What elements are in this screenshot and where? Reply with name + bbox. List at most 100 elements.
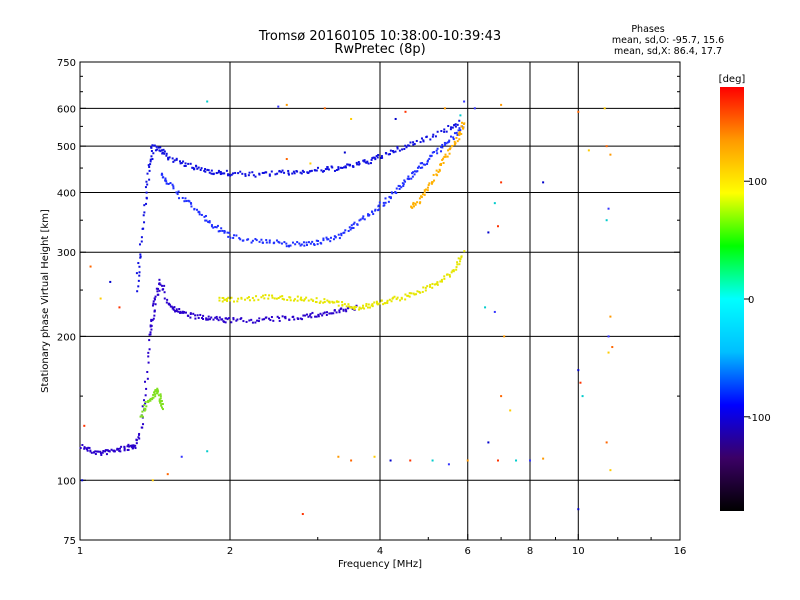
data-point bbox=[167, 156, 170, 159]
data-point bbox=[323, 298, 326, 301]
data-point bbox=[309, 313, 312, 316]
data-point bbox=[447, 463, 450, 466]
data-point bbox=[303, 298, 306, 301]
data-point bbox=[215, 171, 218, 174]
data-point bbox=[587, 149, 590, 152]
data-point bbox=[154, 295, 157, 298]
data-point bbox=[166, 473, 169, 476]
data-point bbox=[94, 450, 97, 453]
data-point bbox=[258, 240, 261, 243]
data-point bbox=[362, 304, 365, 307]
plot-area: 1 2 4 6 8 10 16 75 100 200 300 400 500 600 750 bbox=[57, 58, 686, 557]
data-point bbox=[456, 263, 459, 266]
data-point bbox=[288, 318, 291, 321]
data-point bbox=[293, 298, 296, 301]
data-point bbox=[337, 455, 340, 458]
data-point bbox=[440, 278, 443, 281]
data-point bbox=[160, 404, 163, 407]
data-point bbox=[398, 185, 401, 188]
data-point bbox=[267, 297, 270, 300]
data-point bbox=[396, 147, 399, 150]
data-point bbox=[298, 242, 301, 245]
data-point bbox=[126, 445, 129, 448]
data-point bbox=[322, 239, 325, 242]
data-point bbox=[289, 296, 292, 299]
data-point bbox=[452, 269, 455, 272]
data-point bbox=[258, 317, 261, 320]
data-point bbox=[97, 450, 100, 453]
colorbar-ticks: 100 0 -100 bbox=[744, 177, 771, 424]
chart-title: Tromsø 20160105 10:38:00-10:39:43 bbox=[258, 29, 501, 44]
data-point bbox=[173, 159, 176, 162]
data-point bbox=[165, 154, 168, 157]
data-point bbox=[381, 156, 384, 159]
data-point bbox=[189, 316, 192, 319]
data-point bbox=[283, 298, 286, 301]
data-point bbox=[254, 237, 257, 240]
data-point bbox=[375, 300, 378, 303]
data-point bbox=[364, 161, 367, 164]
data-point bbox=[137, 436, 140, 439]
data-point bbox=[394, 150, 397, 153]
data-point bbox=[205, 219, 208, 222]
data-point bbox=[333, 309, 336, 312]
data-point bbox=[146, 377, 149, 380]
data-point bbox=[144, 186, 147, 189]
data-point bbox=[270, 170, 273, 173]
data-point bbox=[196, 167, 199, 170]
data-point bbox=[411, 175, 414, 178]
data-point bbox=[326, 311, 329, 314]
data-point bbox=[421, 162, 424, 165]
data-point bbox=[287, 173, 290, 176]
data-point bbox=[159, 395, 162, 398]
data-point bbox=[398, 187, 401, 190]
data-point bbox=[117, 448, 120, 451]
data-point bbox=[581, 395, 584, 398]
data-point bbox=[322, 312, 325, 315]
data-point bbox=[208, 221, 211, 224]
data-point bbox=[377, 208, 380, 211]
data-point bbox=[445, 130, 448, 133]
data-point bbox=[181, 310, 184, 313]
data-point bbox=[449, 128, 452, 131]
data-point bbox=[232, 236, 235, 239]
data-point bbox=[448, 140, 451, 143]
data-point bbox=[363, 218, 366, 221]
data-point bbox=[322, 237, 325, 240]
data-point bbox=[302, 299, 305, 302]
data-point bbox=[232, 172, 235, 175]
data-point bbox=[460, 255, 463, 258]
data-point bbox=[83, 447, 86, 450]
data-point bbox=[161, 406, 164, 409]
data-point bbox=[206, 450, 209, 453]
data-point bbox=[302, 314, 305, 317]
data-point bbox=[338, 309, 341, 312]
data-point bbox=[289, 299, 292, 302]
data-point bbox=[503, 335, 506, 338]
data-point bbox=[392, 151, 395, 154]
data-point bbox=[180, 455, 183, 458]
x-tick-label: 8 bbox=[527, 546, 533, 557]
data-point bbox=[139, 256, 142, 259]
data-point bbox=[326, 166, 329, 169]
data-point bbox=[236, 318, 239, 321]
data-point bbox=[370, 304, 373, 307]
data-point bbox=[204, 219, 207, 222]
data-point bbox=[175, 191, 178, 194]
data-point bbox=[175, 310, 178, 313]
data-point bbox=[233, 234, 236, 237]
data-point bbox=[407, 144, 410, 147]
data-point bbox=[242, 320, 245, 323]
data-point bbox=[268, 294, 271, 297]
data-point bbox=[104, 449, 107, 452]
data-point bbox=[149, 160, 152, 163]
data-point bbox=[356, 223, 359, 226]
data-point bbox=[340, 234, 343, 237]
data-point bbox=[260, 238, 263, 241]
data-point bbox=[145, 405, 148, 408]
data-point bbox=[150, 324, 153, 327]
data-point bbox=[442, 161, 445, 164]
data-point bbox=[377, 204, 380, 207]
data-point bbox=[448, 275, 451, 278]
data-point bbox=[265, 241, 268, 244]
